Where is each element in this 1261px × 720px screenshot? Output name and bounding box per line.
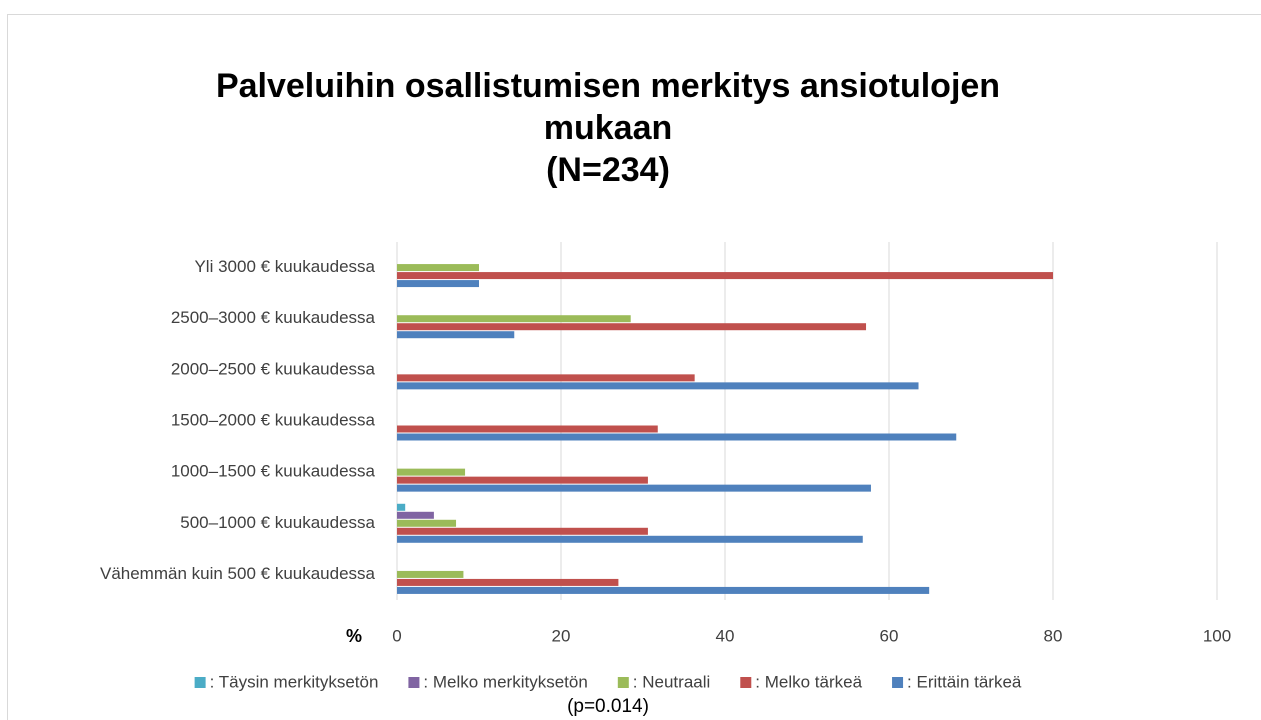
- chart-title: mukaan: [544, 109, 673, 147]
- note: (p=0.014): [567, 696, 649, 717]
- x-tick-label: 80: [1044, 626, 1063, 645]
- legend-swatch: [740, 677, 752, 688]
- bar: [397, 315, 631, 323]
- chart-border: [7, 14, 1261, 720]
- legend-label: : Neutraali: [633, 672, 710, 691]
- y-tick-label: 2000–2500 € kuukaudessa: [171, 359, 376, 378]
- x-tick-label: 0: [392, 626, 401, 645]
- bar: [397, 570, 464, 578]
- bar: [397, 527, 648, 535]
- legend-swatch: [194, 677, 206, 688]
- legend-swatch: [892, 677, 904, 688]
- y-tick-label: Vähemmän kuin 500 € kuukaudessa: [100, 564, 376, 583]
- y-tick-label: Yli 3000 € kuukaudessa: [194, 257, 375, 276]
- bar: [397, 433, 957, 441]
- legend-swatch: [408, 677, 420, 688]
- bar: [397, 272, 1053, 280]
- bar: [397, 535, 863, 543]
- bar: [397, 425, 658, 433]
- bar: [397, 586, 930, 594]
- y-tick-label: 1500–2000 € kuukaudessa: [171, 410, 376, 429]
- x-tick-label: 100: [1203, 626, 1231, 645]
- bar: [397, 374, 695, 382]
- bar: [397, 511, 434, 519]
- x-tick-label: 20: [552, 626, 571, 645]
- bar: [397, 484, 871, 492]
- x-axis-label: %: [346, 626, 362, 646]
- y-tick-label: 2500–3000 € kuukaudessa: [171, 308, 376, 327]
- y-tick-label: 500–1000 € kuukaudessa: [180, 513, 375, 532]
- legend-label: : Täysin merkityksetön: [210, 672, 379, 691]
- bar: [397, 323, 867, 331]
- bar: [397, 468, 466, 476]
- bar: [397, 578, 619, 586]
- bar: [397, 264, 479, 272]
- bar: [397, 519, 457, 527]
- bar: [397, 280, 479, 288]
- legend-label: : Melko merkityksetön: [423, 672, 587, 691]
- bar: [397, 476, 648, 484]
- chart-title: Palveluihin osallistumisen merkitys ansi…: [216, 67, 1000, 105]
- bar: [397, 382, 919, 390]
- bar: [397, 503, 406, 511]
- legend-label: : Melko tärkeä: [755, 672, 862, 691]
- x-tick-label: 60: [880, 626, 899, 645]
- bar: [397, 331, 515, 339]
- x-tick-label: 40: [716, 626, 735, 645]
- chart-title: (N=234): [546, 151, 670, 189]
- legend-swatch: [617, 677, 629, 688]
- legend-label: : Erittäin tärkeä: [907, 672, 1022, 691]
- y-tick-label: 1000–1500 € kuukaudessa: [171, 462, 376, 481]
